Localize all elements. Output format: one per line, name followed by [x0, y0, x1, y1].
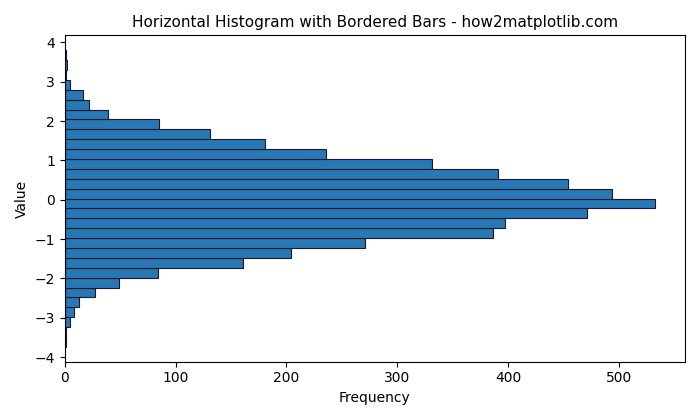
- Bar: [65, 327, 66, 337]
- Bar: [65, 90, 83, 100]
- Bar: [65, 129, 210, 139]
- Bar: [65, 288, 94, 297]
- X-axis label: Frequency: Frequency: [339, 391, 411, 405]
- Bar: [65, 169, 498, 179]
- Bar: [65, 208, 587, 218]
- Bar: [65, 189, 612, 199]
- Bar: [65, 149, 326, 159]
- Bar: [65, 100, 89, 110]
- Bar: [65, 110, 108, 119]
- Bar: [65, 139, 265, 149]
- Bar: [65, 307, 74, 317]
- Bar: [65, 179, 568, 189]
- Bar: [65, 238, 365, 248]
- Bar: [65, 248, 291, 258]
- Bar: [65, 60, 67, 70]
- Bar: [65, 50, 66, 60]
- Title: Horizontal Histogram with Bordered Bars - how2matplotlib.com: Horizontal Histogram with Bordered Bars …: [132, 15, 618, 30]
- Bar: [65, 119, 159, 129]
- Bar: [65, 80, 70, 90]
- Bar: [65, 159, 432, 169]
- Bar: [65, 199, 655, 208]
- Bar: [65, 317, 70, 327]
- Bar: [65, 278, 119, 288]
- Bar: [65, 70, 66, 80]
- Bar: [65, 297, 79, 307]
- Bar: [65, 337, 66, 347]
- Bar: [65, 268, 158, 278]
- Bar: [65, 258, 243, 268]
- Bar: [65, 218, 505, 228]
- Y-axis label: Value: Value: [15, 179, 29, 218]
- Bar: [65, 228, 493, 238]
